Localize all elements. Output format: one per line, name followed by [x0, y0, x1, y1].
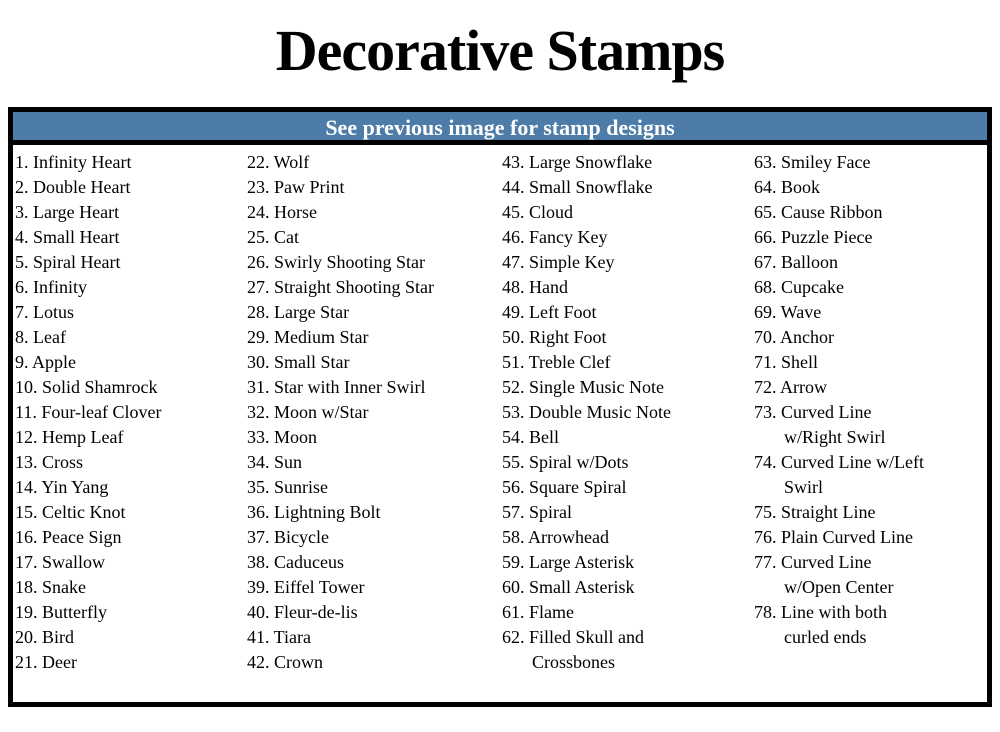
list-item: 10. Solid Shamrock	[15, 377, 158, 397]
list-item: 64. Book	[754, 177, 821, 197]
list-item: 59. Large Asterisk	[502, 552, 635, 572]
list-item: 24. Horse	[247, 202, 317, 222]
list-item: 65. Cause Ribbon	[754, 202, 883, 222]
list-item: 32. Moon w/Star	[247, 402, 369, 422]
list-item: 29. Medium Star	[247, 327, 369, 347]
list-item: 61. Flame	[502, 602, 574, 622]
list-item: 30. Small Star	[247, 352, 350, 372]
stamp-column-4: 63. Smiley Face 64. Book 65. Cause Ribbon 6…	[754, 150, 987, 675]
list-item: 78. Line with both curled ends	[754, 602, 887, 647]
banner-text: See previous image for stamp designs	[325, 114, 675, 140]
list-item: 3. Large Heart	[15, 202, 120, 222]
list-item: 50. Right Foot	[502, 327, 607, 347]
list-item: 73. Curved Line w/Right Swirl	[754, 402, 886, 447]
page-title: Decorative Stamps	[275, 18, 726, 83]
list-item: 63. Smiley Face	[754, 152, 871, 172]
list-item: 27. Straight Shooting Star	[247, 277, 435, 297]
list-item: 15. Celtic Knot	[15, 502, 126, 522]
list-item: 69. Wave	[754, 302, 822, 322]
list-item: 60. Small Asterisk	[502, 577, 635, 597]
list-item: 48. Hand	[502, 277, 568, 297]
list-item: 42. Crown	[247, 652, 323, 672]
list-item: 72. Arrow	[754, 377, 827, 397]
list-item: 18. Snake	[15, 577, 86, 597]
list-item: 12. Hemp Leaf	[15, 427, 124, 447]
list-item: 75. Straight Line	[754, 502, 876, 522]
list-item: 20. Bird	[15, 627, 75, 647]
list-item: 67. Balloon	[754, 252, 838, 272]
list-item: 36. Lightning Bolt	[247, 502, 381, 522]
list-item: 23. Paw Print	[247, 177, 345, 197]
list-item: 54. Bell	[502, 427, 559, 447]
list-item: 34. Sun	[247, 452, 303, 472]
list-item: 40. Fleur-de-lis	[247, 602, 358, 622]
list-item: 14. Yin Yang	[15, 477, 109, 497]
list-item: 21. Deer	[15, 652, 77, 672]
list-item: 9. Apple	[15, 352, 76, 372]
list-item: 46. Fancy Key	[502, 227, 608, 247]
list-item: 28. Large Star	[247, 302, 350, 322]
list-item: 74. Curved Line w/Left Swirl	[754, 452, 924, 497]
list-item: 43. Large Snowflake	[502, 152, 653, 172]
list-item: 45. Cloud	[502, 202, 574, 222]
list-item: 47. Simple Key	[502, 252, 615, 272]
list-item: 71. Shell	[754, 352, 819, 372]
list-item: 22. Wolf	[247, 152, 310, 172]
list-item: 13. Cross	[15, 452, 84, 472]
list-item: 7. Lotus	[15, 302, 75, 322]
stamp-column-1: 1. Infinity Heart 2. Double Heart 3. Large…	[15, 150, 247, 675]
list-item: 68. Cupcake	[754, 277, 844, 297]
list-item: 41. Tiara	[247, 627, 312, 647]
list-item: 44. Small Snowflake	[502, 177, 653, 197]
list-item: 77. Curved Line w/Open Center	[754, 552, 894, 597]
list-item: 6. Infinity	[15, 277, 87, 297]
list-item: 53. Double Music Note	[502, 402, 671, 422]
list-item: 17. Swallow	[15, 552, 105, 572]
list-item: 11. Four-leaf Clover	[15, 402, 162, 422]
list-item: 37. Bicycle	[247, 527, 329, 547]
stamp-list-box: See previous image for stamp designs 1. …	[8, 107, 992, 707]
list-item: 57. Spiral	[502, 502, 572, 522]
list-item: 52. Single Music Note	[502, 377, 664, 397]
list-item: 2. Double Heart	[15, 177, 131, 197]
list-item: 5. Spiral Heart	[15, 252, 121, 272]
list-item: 56. Square Spiral	[502, 477, 627, 497]
stamp-column-3: 43. Large Snowflake 44. Small Snowflake 45…	[502, 150, 754, 675]
list-item: 4. Small Heart	[15, 227, 120, 247]
list-item: 39. Eiffel Tower	[247, 577, 365, 597]
list-item: 62. Filled Skull and Crossbones	[502, 627, 645, 672]
list-item: 76. Plain Curved Line	[754, 527, 913, 547]
list-item: 55. Spiral w/Dots	[502, 452, 629, 472]
list-item: 19. Butterfly	[15, 602, 107, 622]
list-item: 16. Peace Sign	[15, 527, 122, 547]
list-item: 70. Anchor	[754, 327, 834, 347]
list-item: 33. Moon	[247, 427, 318, 447]
list-item: 58. Arrowhead	[502, 527, 609, 547]
list-item: 1. Infinity Heart	[15, 152, 132, 172]
list-item: 35. Sunrise	[247, 477, 328, 497]
list-item: 8. Leaf	[15, 327, 66, 347]
list-content: 1. Infinity Heart 2. Double Heart 3. Large…	[13, 145, 987, 675]
list-item: 38. Caduceus	[247, 552, 344, 572]
list-item: 66. Puzzle Piece	[754, 227, 873, 247]
list-item: 26. Swirly Shooting Star	[247, 252, 426, 272]
list-item: 51. Treble Clef	[502, 352, 611, 372]
stamp-column-2: 22. Wolf 23. Paw Print 24. Horse 25. Cat 26.…	[247, 150, 502, 675]
banner: See previous image for stamp designs	[13, 112, 987, 145]
list-item: 31. Star with Inner Swirl	[247, 377, 426, 397]
list-item: 49. Left Foot	[502, 302, 597, 322]
list-item: 25. Cat	[247, 227, 299, 247]
